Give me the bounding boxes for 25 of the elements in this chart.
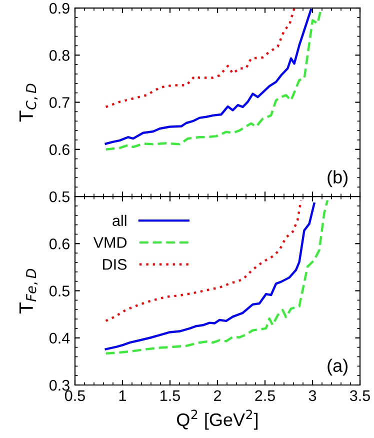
y-tick-label: 0.6: [49, 144, 70, 156]
x-tick-label: 2: [214, 390, 221, 401]
y-tick-label: 0.9: [49, 2, 70, 14]
y-tick-label: 0.5: [49, 191, 70, 202]
legend-label: VMD: [93, 237, 127, 248]
x-axis-title: Q$^{2}$ [GeV$^{2}$]: [177, 410, 258, 430]
x-tick-label: 3.5: [350, 390, 370, 402]
legend-label: all: [112, 214, 126, 226]
y-tick-label: 0.5: [49, 286, 70, 296]
y-tick-label: 0.7: [49, 97, 70, 108]
annotation: (a): [328, 358, 348, 376]
y-tick-label: 0.3: [49, 380, 70, 391]
legend-label: DIS: [103, 259, 127, 270]
y-axis-title: T$_{C,D}$: [20, 84, 38, 122]
x-tick-label: 3: [308, 390, 316, 402]
x-tick-label: 2.5: [255, 390, 275, 402]
y-axis-title: T$_{Fe,D}$: [20, 268, 38, 314]
x-tick-label: 1.5: [160, 390, 180, 402]
x-tick-label: 1: [119, 390, 126, 401]
y-tick-label: 0.4: [49, 332, 70, 344]
annotation: (b): [328, 170, 348, 188]
y-tick-label: 0.8: [49, 50, 70, 61]
line-series: [104, 8, 296, 108]
y-tick-label: 0.6: [49, 238, 70, 250]
x-tick-label: 0.5: [64, 390, 85, 402]
